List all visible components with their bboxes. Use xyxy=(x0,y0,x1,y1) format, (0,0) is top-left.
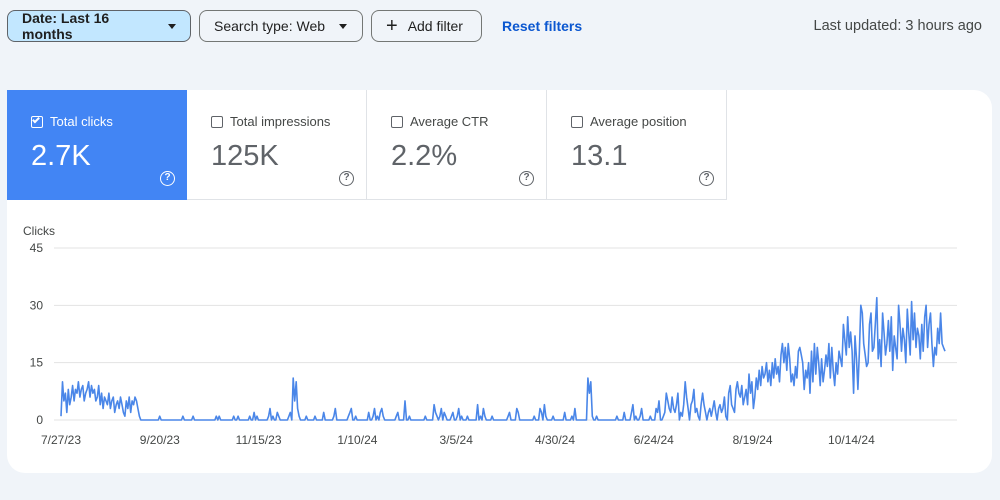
y-tick-label: 45 xyxy=(30,241,44,255)
help-icon[interactable]: ? xyxy=(339,171,354,186)
dropdown-arrow-icon xyxy=(168,23,176,29)
clicks-series-line xyxy=(60,296,946,421)
series-line xyxy=(60,296,946,421)
x-tick-labels: 7/27/23 9/20/23 11/15/23 1/10/24 3/5/24 4/30/… xyxy=(41,433,875,447)
date-filter-chip[interactable]: Date: Last 16 months xyxy=(7,10,191,42)
dropdown-arrow-icon xyxy=(339,23,348,29)
y-tick-labels: 0 15 30 45 xyxy=(30,241,44,427)
metric-average-ctr[interactable]: Average CTR 2.2% ? xyxy=(367,90,547,200)
metric-label: Total clicks xyxy=(50,114,113,129)
x-tick-label: 7/27/23 xyxy=(41,433,81,447)
y-tick-label: 15 xyxy=(30,356,44,370)
x-tick-label: 3/5/24 xyxy=(440,433,474,447)
grid-lines xyxy=(54,247,957,421)
filter-bar: Date: Last 16 months Search type: Web + … xyxy=(7,10,1000,42)
x-tick-label: 1/10/24 xyxy=(337,433,377,447)
reset-filters-link[interactable]: Reset filters xyxy=(502,18,583,34)
metric-label: Total impressions xyxy=(230,114,331,129)
x-tick-label: 11/15/23 xyxy=(236,433,282,447)
y-tick-label: 30 xyxy=(30,298,44,312)
x-tick-label: 6/24/24 xyxy=(634,433,674,447)
clicks-chart[interactable]: Clicks 0 15 30 45 7/27/23 9/20/23 11/15/23 1/1… xyxy=(7,220,992,470)
metric-total-impressions[interactable]: Total impressions 125K ? xyxy=(187,90,367,200)
search-type-label: Search type: Web xyxy=(214,18,326,34)
checkbox-checked-icon[interactable] xyxy=(31,115,43,128)
x-tick-label: 9/20/23 xyxy=(140,433,180,447)
metric-average-position[interactable]: Average position 13.1 ? xyxy=(547,90,727,200)
help-icon[interactable]: ? xyxy=(160,171,175,186)
checkbox-unchecked-icon[interactable] xyxy=(391,115,403,128)
metric-header: Average CTR xyxy=(391,114,489,129)
chart-svg: Clicks 0 15 30 45 7/27/23 9/20/23 11/15/23 1/1… xyxy=(23,224,957,447)
metric-header: Total impressions xyxy=(211,114,330,129)
metric-label: Average position xyxy=(590,114,687,129)
help-icon[interactable]: ? xyxy=(519,171,534,186)
metric-value: 13.1 xyxy=(571,140,628,172)
x-tick-label: 4/30/24 xyxy=(535,433,575,447)
help-icon[interactable]: ? xyxy=(699,171,714,186)
x-tick-label: 10/14/24 xyxy=(828,433,875,447)
metric-header: Total clicks xyxy=(31,114,113,129)
metric-total-clicks[interactable]: Total clicks 2.7K ? xyxy=(7,90,187,200)
y-tick-label: 0 xyxy=(36,413,43,427)
checkbox-unchecked-icon[interactable] xyxy=(211,115,223,128)
metric-label: Average CTR xyxy=(410,114,489,129)
metric-value: 125K xyxy=(211,140,279,172)
add-filter-button[interactable]: + Add filter xyxy=(371,10,482,42)
metric-header: Average position xyxy=(571,114,687,129)
last-updated-text: Last updated: 3 hours ago xyxy=(813,18,983,34)
x-tick-label: 8/19/24 xyxy=(733,433,773,447)
checkbox-unchecked-icon[interactable] xyxy=(571,115,583,128)
metric-value: 2.7K xyxy=(31,140,91,172)
performance-card: Total clicks 2.7K ? Total impressions 12… xyxy=(7,90,992,473)
date-filter-label: Date: Last 16 months xyxy=(22,10,110,42)
metric-value: 2.2% xyxy=(391,140,458,172)
add-filter-label: Add filter xyxy=(407,18,463,34)
y-axis-label: Clicks xyxy=(23,224,55,238)
plus-icon: + xyxy=(386,15,398,37)
search-type-chip[interactable]: Search type: Web xyxy=(199,10,363,42)
